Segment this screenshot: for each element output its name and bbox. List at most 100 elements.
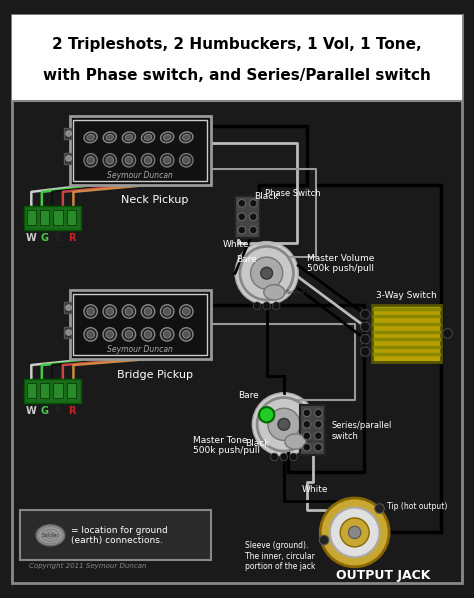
Text: with Phase switch, and Series/Parallel switch: with Phase switch, and Series/Parallel s… bbox=[43, 68, 431, 83]
Circle shape bbox=[303, 409, 310, 417]
Circle shape bbox=[249, 213, 257, 221]
Text: W: W bbox=[26, 406, 36, 416]
Circle shape bbox=[249, 226, 257, 234]
Circle shape bbox=[87, 307, 94, 315]
Bar bbox=[64, 327, 72, 338]
Circle shape bbox=[375, 504, 384, 513]
Text: White: White bbox=[223, 240, 249, 249]
Circle shape bbox=[253, 302, 261, 310]
Bar bbox=[64, 152, 72, 164]
Circle shape bbox=[290, 453, 297, 460]
Circle shape bbox=[103, 305, 117, 318]
Circle shape bbox=[66, 305, 72, 310]
Circle shape bbox=[66, 155, 72, 161]
Bar bbox=[40, 383, 49, 398]
Text: G: G bbox=[41, 406, 49, 416]
Text: Bare: Bare bbox=[236, 255, 257, 264]
Bar bbox=[53, 210, 63, 225]
Circle shape bbox=[84, 305, 97, 318]
Text: = location for ground
(earth) connections.: = location for ground (earth) connection… bbox=[71, 526, 167, 545]
Circle shape bbox=[238, 200, 246, 207]
Text: Copyright 2011 Seymour Duncan: Copyright 2011 Seymour Duncan bbox=[29, 563, 147, 569]
Text: B: B bbox=[55, 233, 62, 243]
Circle shape bbox=[161, 154, 174, 167]
Circle shape bbox=[238, 213, 246, 221]
Circle shape bbox=[303, 420, 310, 428]
Bar bbox=[20, 511, 211, 560]
Circle shape bbox=[84, 154, 97, 167]
Ellipse shape bbox=[141, 132, 155, 143]
Circle shape bbox=[122, 154, 136, 167]
Bar bbox=[64, 302, 72, 313]
Circle shape bbox=[106, 331, 114, 338]
Text: R: R bbox=[68, 406, 75, 416]
Circle shape bbox=[360, 310, 370, 319]
Circle shape bbox=[122, 328, 136, 341]
Text: W: W bbox=[26, 233, 36, 243]
Text: Neck Pickup: Neck Pickup bbox=[121, 196, 188, 206]
Text: Sleeve (ground).
The inner, circular
portion of the jack: Sleeve (ground). The inner, circular por… bbox=[245, 541, 315, 571]
Text: Seymour Duncan: Seymour Duncan bbox=[108, 171, 173, 180]
Circle shape bbox=[122, 305, 136, 318]
Circle shape bbox=[314, 444, 322, 451]
Circle shape bbox=[303, 432, 310, 440]
Text: Black: Black bbox=[245, 439, 269, 448]
Circle shape bbox=[125, 307, 133, 315]
Circle shape bbox=[320, 498, 389, 567]
Text: 2 Tripleshots, 2 Humbuckers, 1 Vol, 1 Tone,: 2 Tripleshots, 2 Humbuckers, 1 Vol, 1 To… bbox=[52, 37, 422, 52]
Ellipse shape bbox=[264, 285, 285, 300]
Circle shape bbox=[268, 408, 300, 440]
Ellipse shape bbox=[103, 132, 117, 143]
Text: Solder: Solder bbox=[286, 290, 306, 295]
Text: Phase Switch: Phase Switch bbox=[265, 189, 320, 199]
Circle shape bbox=[249, 200, 257, 207]
Circle shape bbox=[360, 322, 370, 331]
Circle shape bbox=[319, 535, 329, 545]
Ellipse shape bbox=[180, 132, 193, 143]
Circle shape bbox=[141, 154, 155, 167]
Text: Bridge Pickup: Bridge Pickup bbox=[117, 370, 193, 380]
Ellipse shape bbox=[164, 135, 171, 141]
Circle shape bbox=[66, 329, 72, 335]
Text: Tip (hot output): Tip (hot output) bbox=[387, 502, 447, 511]
Text: R: R bbox=[68, 233, 75, 243]
Circle shape bbox=[161, 305, 174, 318]
Text: G: G bbox=[41, 233, 49, 243]
Bar bbox=[73, 294, 207, 355]
Bar bbox=[235, 196, 260, 238]
Text: Bare: Bare bbox=[238, 391, 259, 400]
Circle shape bbox=[271, 453, 278, 460]
Bar bbox=[24, 206, 81, 230]
Bar bbox=[27, 210, 36, 225]
Circle shape bbox=[161, 328, 174, 341]
Text: Solder: Solder bbox=[306, 439, 326, 444]
Ellipse shape bbox=[125, 135, 133, 141]
Circle shape bbox=[144, 157, 152, 164]
Ellipse shape bbox=[122, 132, 136, 143]
Bar bbox=[24, 379, 81, 403]
Text: Master Tone
500k push/pull: Master Tone 500k push/pull bbox=[193, 436, 260, 455]
Ellipse shape bbox=[87, 135, 94, 141]
Circle shape bbox=[182, 307, 190, 315]
Circle shape bbox=[180, 154, 193, 167]
Circle shape bbox=[263, 302, 271, 310]
Bar bbox=[12, 15, 462, 101]
Circle shape bbox=[252, 393, 316, 456]
Circle shape bbox=[66, 130, 72, 136]
Circle shape bbox=[303, 444, 310, 451]
Text: White: White bbox=[302, 485, 328, 494]
Bar bbox=[300, 405, 325, 455]
Circle shape bbox=[182, 331, 190, 338]
Circle shape bbox=[180, 328, 193, 341]
Circle shape bbox=[144, 331, 152, 338]
Circle shape bbox=[141, 305, 155, 318]
Bar bbox=[372, 305, 441, 362]
Circle shape bbox=[103, 154, 117, 167]
Circle shape bbox=[180, 305, 193, 318]
Circle shape bbox=[257, 398, 310, 451]
Circle shape bbox=[251, 257, 283, 289]
Bar bbox=[70, 116, 211, 185]
Bar bbox=[70, 291, 211, 359]
Circle shape bbox=[314, 420, 322, 428]
Text: Master Volume
500k push/pull: Master Volume 500k push/pull bbox=[307, 254, 374, 273]
